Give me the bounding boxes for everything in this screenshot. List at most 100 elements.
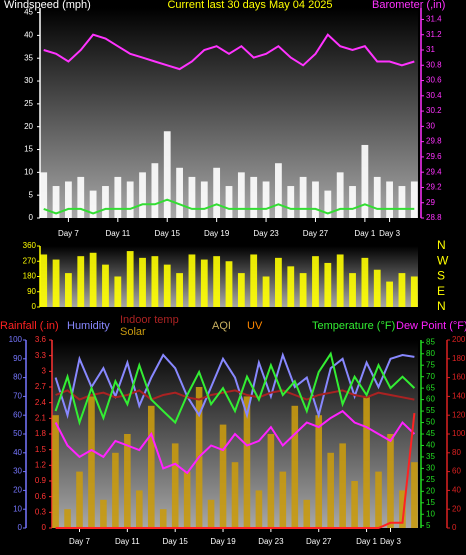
bar (163, 264, 171, 307)
line (54, 409, 416, 475)
x-tick-label: Day 27 (306, 537, 332, 546)
y-tick-label: 70 (426, 372, 435, 381)
bar (183, 471, 191, 528)
x-tick-label: Day 23 (253, 229, 279, 238)
y-tick-label: 30.6 (426, 76, 442, 85)
bar (349, 273, 356, 307)
y-tick-label: 30.4 (426, 91, 442, 100)
bar (52, 186, 60, 218)
y-tick-label: 270 (23, 256, 37, 265)
bar (52, 259, 60, 307)
legend-label: Rainfall (.in) (0, 320, 59, 332)
y-tick-label: 180 (452, 354, 466, 363)
y-tick-label: 160 (452, 373, 466, 382)
bar (312, 181, 319, 218)
x-tick-label: Day 15 (155, 229, 181, 238)
bar (213, 167, 221, 218)
y-tick-label: 2.7 (35, 382, 47, 391)
y-tick-label: 31.4 (426, 15, 442, 24)
legend-label: UV (247, 320, 263, 332)
bar (410, 181, 418, 218)
bar (136, 490, 143, 528)
bar (237, 273, 245, 307)
bar (262, 181, 270, 218)
y-tick-label: 120 (452, 410, 466, 419)
bar (225, 186, 233, 218)
bar (151, 163, 159, 218)
bar (351, 481, 358, 528)
y-tick-label: 70 (13, 392, 22, 401)
y-tick-label: 30 (24, 76, 33, 85)
y-tick-label: 40 (13, 448, 22, 457)
y-tick-label: 3.3 (35, 351, 47, 360)
x-tick-label: Day 15 (163, 537, 189, 546)
y-tick-label: 30.2 (426, 106, 442, 115)
y-tick-label: 29.8 (426, 137, 442, 146)
bar (291, 405, 299, 528)
bar (76, 471, 83, 528)
y-tick-label: 20 (426, 486, 435, 495)
bar (40, 254, 48, 307)
y-tick-label: 0 (452, 523, 457, 532)
bar (163, 131, 171, 218)
bar (275, 257, 282, 307)
x-tick-label: Day 7 (58, 229, 79, 238)
bar (363, 396, 370, 528)
bar (287, 266, 295, 307)
bar (213, 256, 221, 307)
bar (200, 259, 208, 307)
y-tick-label: 90 (27, 287, 36, 296)
bar (159, 509, 167, 528)
bar (373, 176, 381, 218)
bar (361, 257, 369, 307)
bar (176, 273, 183, 307)
y-tick-label: 15 (426, 498, 435, 507)
bar (386, 181, 393, 218)
bar (275, 163, 282, 218)
bar (375, 471, 382, 528)
y-tick-label: 100 (452, 429, 466, 438)
bar (339, 443, 346, 528)
line (54, 351, 416, 426)
y-tick-label: 29 (426, 198, 435, 207)
bar (267, 434, 275, 528)
y-tick-label: 40 (426, 441, 435, 450)
y2-tick-label: W (437, 253, 449, 267)
y-tick-label: 200 (452, 335, 466, 344)
x-tick-label: Day 11 (105, 229, 130, 238)
y-tick-label: 45 (24, 8, 33, 17)
y-tick-label: 35 (426, 452, 435, 461)
bar (219, 424, 227, 528)
bar (114, 176, 122, 218)
bar (147, 405, 155, 528)
x-tick-label: Day 23 (258, 537, 284, 546)
x-tick-label: Day 27 (303, 229, 329, 238)
x-tick-label: Day 3 (379, 229, 400, 238)
y-tick-label: 90 (13, 354, 22, 363)
legend-label: Temperature (°F) (312, 320, 395, 332)
bar (250, 254, 258, 307)
x-tick-label: Day 3 (380, 537, 401, 546)
line (43, 33, 415, 71)
bar (139, 172, 146, 218)
y-tick-label: 10 (13, 504, 22, 513)
bar (126, 181, 134, 218)
y-tick-label: 31 (426, 45, 435, 54)
bar (65, 273, 72, 307)
y-tick-label: 0.9 (35, 476, 47, 485)
y2-tick-label: S (437, 269, 445, 283)
bar (336, 254, 344, 307)
y-tick-label: 30 (426, 463, 435, 472)
bar (139, 257, 146, 307)
bar (89, 252, 97, 307)
y-tick-label: 3 (42, 366, 47, 375)
y-tick-label: 30 (13, 467, 22, 476)
bar (188, 254, 196, 307)
line (43, 198, 415, 215)
y-tick-label: 0 (32, 302, 37, 311)
legend-label: Barometer (,in) (372, 0, 445, 11)
bar (410, 276, 418, 307)
y-tick-label: 180 (23, 272, 37, 281)
y-tick-label: 0 (42, 523, 47, 532)
